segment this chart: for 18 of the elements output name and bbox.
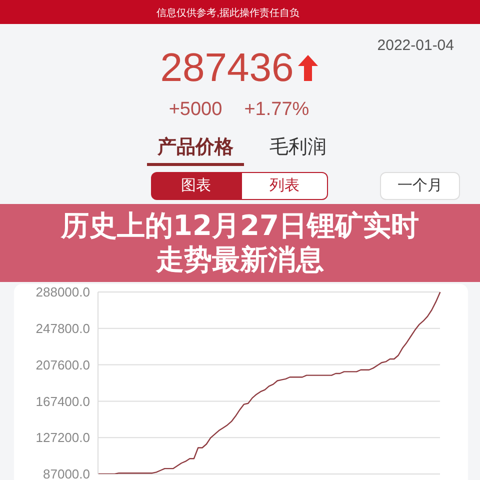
chart-title: 历史上的12月27日锂矿实时走势最新消息 <box>60 209 420 277</box>
selected-button: 图表 <box>151 172 241 200</box>
y-tick-label: 167400.0 <box>36 394 90 409</box>
header-bar: 信息仅供参考,据此操作责任自负 <box>0 0 480 24</box>
line-series <box>97 292 441 474</box>
text: +5000 <box>168 98 222 122</box>
y-tick-label: 288000.0 <box>36 284 90 300</box>
text: 287436 <box>160 46 294 90</box>
text: 2022-01-04 <box>377 37 454 55</box>
button: 列表 <box>241 172 328 200</box>
y-tick-label: 87000.0 <box>43 466 90 480</box>
y-tick-label: 207600.0 <box>36 357 90 372</box>
text: 产品价格 <box>156 137 234 159</box>
dropdown: 一个月 <box>380 172 460 200</box>
text: 毛利润 <box>268 137 328 159</box>
y-tick-label: 127200.0 <box>36 430 90 446</box>
text: +1.77% <box>244 98 310 122</box>
y-tick-label: 247800.0 <box>36 321 90 336</box>
